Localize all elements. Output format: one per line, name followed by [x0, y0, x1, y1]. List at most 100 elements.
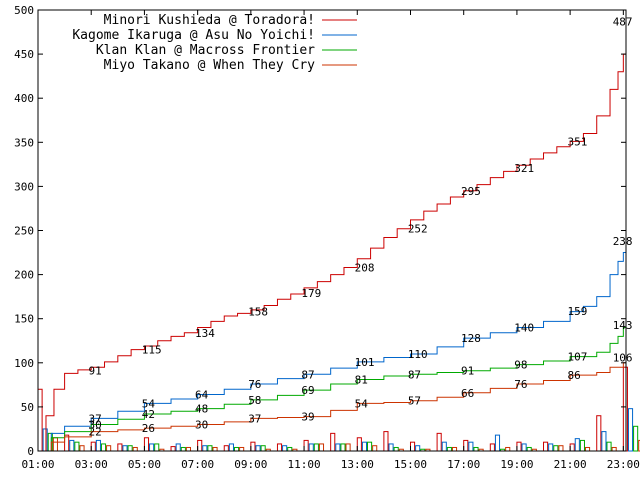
y-tick-label: 350	[14, 136, 34, 149]
bar-2-h20	[553, 445, 559, 452]
bar-3-h13	[372, 445, 378, 452]
x-tick-label: 23:00	[607, 458, 640, 471]
bar-1-h7	[202, 445, 208, 452]
bar-1-h21	[574, 438, 580, 452]
bar-2-h16	[446, 446, 452, 452]
bar-1-h12	[335, 443, 341, 452]
data-label: 179	[301, 287, 321, 300]
bar-3-h3	[106, 445, 112, 452]
bar-0-h23	[622, 366, 628, 452]
bar-3-h8	[239, 446, 245, 452]
bar-2-h22	[606, 441, 612, 452]
data-label: 252	[408, 223, 428, 236]
data-label: 87	[301, 368, 314, 381]
data-label: 30	[195, 419, 208, 432]
x-tick-label: 09:00	[234, 458, 267, 471]
data-label: 158	[248, 306, 268, 319]
bar-2-h12	[340, 443, 346, 452]
data-label: 42	[142, 408, 155, 421]
data-label: 58	[248, 394, 261, 407]
bar-0-h22	[596, 415, 602, 452]
data-label: 140	[514, 322, 534, 335]
legend-label-1: Kagome Ikaruga @ Asu No Yoichi!	[72, 28, 315, 43]
bar-1-h18	[494, 434, 501, 452]
bar-1-h15	[415, 445, 421, 452]
data-label: 37	[89, 412, 102, 425]
bar-3-h6	[185, 446, 191, 452]
bar-0-h11	[303, 439, 309, 452]
data-label: 57	[408, 395, 421, 408]
bar-0-h8	[223, 445, 229, 452]
data-label: 107	[567, 351, 587, 364]
bar-0-h4	[117, 443, 123, 452]
x-tick-label: 03:00	[75, 458, 108, 471]
x-tick-label: 05:00	[128, 458, 161, 471]
y-tick-label: 250	[14, 225, 34, 238]
data-label: 487	[613, 15, 633, 28]
bar-1-h8	[228, 443, 234, 452]
data-label: 238	[613, 235, 633, 248]
bar-2-h14	[393, 446, 399, 452]
data-label: 76	[248, 378, 261, 391]
data-labels: 91 115 134 158 179 208 252 295 321 351 487 37 54 64 76…	[89, 15, 633, 438]
bar-1-h14	[388, 443, 394, 452]
bar-1-h5	[149, 443, 155, 452]
y-tick-label: 500	[14, 4, 34, 17]
data-label: 128	[461, 332, 481, 345]
data-label: 26	[142, 422, 155, 435]
bar-0-h17	[463, 439, 469, 452]
bar-0-h15	[409, 441, 416, 452]
bar-0-h2	[64, 434, 70, 452]
bar-1-h13	[361, 441, 368, 452]
data-label: 54	[142, 397, 156, 410]
y-tick-label: 200	[14, 269, 34, 282]
bar-0-h19	[516, 441, 522, 452]
data-label: 69	[301, 384, 314, 397]
bar-2-h2	[74, 441, 80, 452]
bar-1-h23	[627, 408, 634, 452]
bar-1-h1	[42, 428, 48, 452]
y-tick-label: 300	[14, 180, 34, 193]
hourly-bars	[37, 366, 640, 452]
bar-0-h14	[383, 431, 389, 452]
bar-2-h7	[207, 445, 213, 452]
series-line-1	[38, 241, 627, 452]
data-label: 64	[195, 389, 209, 402]
legend-label-3: Miyo Takano @ When They Cry	[104, 58, 315, 73]
data-label: 106	[613, 352, 633, 365]
bar-3-h23	[638, 439, 640, 452]
bar-0-h13	[356, 437, 362, 452]
data-label: 143	[613, 319, 633, 332]
bar-1-h10	[282, 445, 288, 452]
bar-0-h5	[143, 437, 150, 452]
data-label: 208	[355, 262, 375, 275]
bar-1-h17	[468, 441, 474, 452]
data-label: 351	[567, 135, 587, 148]
data-label: 54	[355, 397, 369, 410]
data-label: 321	[514, 162, 534, 175]
series-line-2	[38, 323, 627, 452]
series-lines	[38, 21, 627, 452]
bar-1-h2	[69, 439, 75, 452]
axes: 0 50 100 150 200 250 300 350 400 450 500 01:00 03:00…	[14, 4, 640, 471]
bar-1-h19	[521, 443, 527, 452]
bar-2-h11	[313, 443, 319, 452]
data-label: 110	[408, 348, 428, 361]
y-tick-label: 0	[27, 445, 34, 458]
data-label: 134	[195, 327, 215, 340]
bar-0-h10	[276, 443, 283, 452]
x-tick-label: 15:00	[394, 458, 427, 471]
bar-3-h1	[52, 437, 58, 452]
bar-1-h22	[601, 431, 607, 452]
bar-0-h20	[543, 441, 549, 452]
bar-2-h9	[260, 445, 266, 452]
x-tick-label: 13:00	[341, 458, 374, 471]
data-label: 48	[195, 403, 208, 416]
bar-1-h16	[441, 441, 447, 452]
data-label: 159	[567, 305, 587, 318]
bar-0-h6	[170, 446, 176, 452]
bar-0-h7	[197, 439, 203, 452]
legend: Minori Kushieda @ Toradora!Kagome Ikarug…	[72, 13, 357, 73]
bar-3-h4	[132, 446, 138, 452]
bar-1-h11	[308, 443, 314, 452]
